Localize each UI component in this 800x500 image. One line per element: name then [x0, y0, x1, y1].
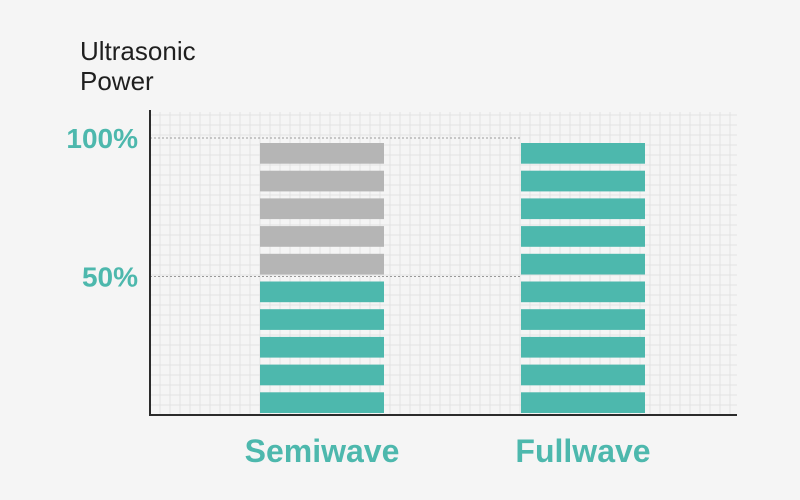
bar-segment-active [260, 309, 384, 330]
bar-segment-active [521, 170, 645, 192]
bar-segment-active [521, 364, 645, 386]
bar-segment-active [521, 392, 645, 413]
bar-segment-active [260, 281, 384, 303]
bar-segment-inactive [260, 253, 384, 275]
bar-segment-inactive [260, 143, 384, 164]
bar-segment-inactive [260, 198, 384, 220]
bar-segment-active [521, 336, 645, 358]
bar-segment-active [260, 336, 384, 358]
bar-segment-active [260, 392, 384, 413]
bar-segment-active [521, 309, 645, 330]
bar-segment-inactive [260, 226, 384, 247]
bar-segment-active [260, 364, 384, 386]
y-axis-label: Ultrasonic Power [80, 36, 196, 96]
bar-segment-inactive [260, 170, 384, 192]
y-tick-label: 100% [66, 123, 138, 154]
bar-segment-active [521, 143, 645, 164]
y-tick-label: 50% [82, 262, 138, 293]
x-category-label: Semiwave [245, 433, 400, 469]
x-category-label: Fullwave [515, 433, 650, 469]
bar-segment-active [521, 198, 645, 220]
bar-segment-active [521, 253, 645, 275]
bar-segment-active [521, 281, 645, 303]
bar-segment-active [521, 226, 645, 247]
